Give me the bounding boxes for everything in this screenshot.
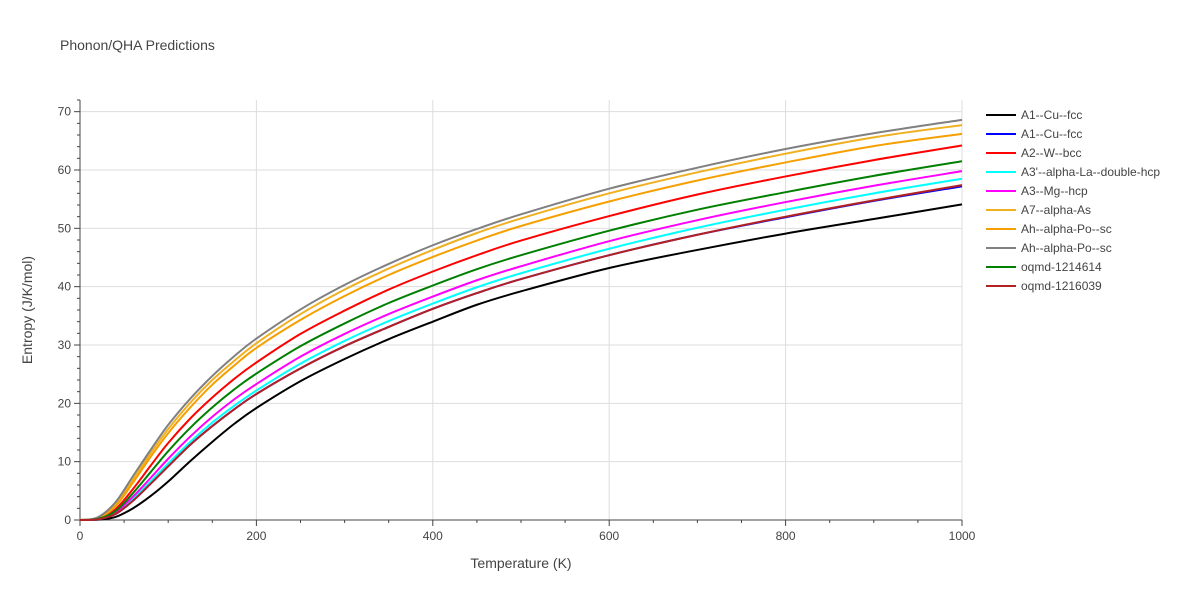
series-line-10: [79, 184, 963, 522]
legend-item[interactable]: A7--alpha-As: [986, 203, 1091, 217]
y-tick-label: 20: [58, 396, 72, 410]
x-axis-label: Temperature (K): [470, 555, 571, 571]
x-tick-label: 800: [776, 529, 796, 543]
legend-label: A1--Cu--fcc: [1021, 108, 1082, 122]
legend-item[interactable]: A3'--alpha-La--double-hcp: [986, 165, 1160, 179]
legend-item[interactable]: A2--W--bcc: [986, 146, 1081, 160]
legend-label: Ah--alpha-Po--sc: [1021, 241, 1112, 255]
y-tick-label: 50: [58, 221, 72, 235]
y-axis-label: Entropy (J/K/mol): [19, 256, 35, 364]
x-tick-label: 400: [423, 529, 443, 543]
legend-label: Ah--alpha-Po--sc: [1021, 222, 1112, 236]
x-tick-label: 200: [246, 529, 266, 543]
legend-item[interactable]: A3--Mg--hcp: [986, 184, 1088, 198]
legend-label: A3--Mg--hcp: [1021, 184, 1088, 198]
legend-label: oqmd-1214614: [1021, 260, 1102, 274]
legend-label: A3'--alpha-La--double-hcp: [1021, 165, 1160, 179]
y-tick-label: 60: [58, 163, 72, 177]
series-line-2: [79, 185, 963, 522]
series-line-3: [79, 144, 963, 522]
legend-label: A1--Cu--fcc: [1021, 127, 1082, 141]
series-line-6: [79, 124, 963, 521]
series-line-5: [79, 170, 963, 521]
legend-label: A7--alpha-As: [1021, 203, 1091, 217]
series-lines: [79, 118, 963, 522]
y-tick-label: 0: [64, 513, 71, 527]
axes: 0 200 400 600 800 1000 0 10 20 30 40 50 60 70: [58, 99, 976, 543]
chart-title: Phonon/QHA Predictions: [60, 37, 215, 53]
legend-item[interactable]: oqmd-1216039: [986, 279, 1102, 293]
series-line-4: [79, 177, 963, 522]
x-tick-label: 1000: [949, 529, 976, 543]
legend-item[interactable]: Ah--alpha-Po--sc: [986, 241, 1112, 255]
series-line-1: [79, 203, 963, 522]
grid: [80, 100, 963, 520]
y-tick-label: 70: [58, 105, 72, 119]
x-tick-label: 0: [77, 529, 84, 543]
legend-item[interactable]: oqmd-1214614: [986, 260, 1102, 274]
legend-item[interactable]: A1--Cu--fcc: [986, 108, 1082, 122]
series-line-7: [79, 132, 963, 521]
legend-label: A2--W--bcc: [1021, 146, 1081, 160]
series-line-9: [79, 160, 963, 521]
series-line-8: [79, 118, 963, 521]
x-tick-label: 600: [599, 529, 619, 543]
y-tick-label: 40: [58, 280, 72, 294]
legend: A1--Cu--fcc A1--Cu--fcc A2--W--bcc A3'--alp…: [986, 108, 1160, 293]
legend-item[interactable]: A1--Cu--fcc: [986, 127, 1082, 141]
y-tick-label: 30: [58, 338, 72, 352]
legend-label: oqmd-1216039: [1021, 279, 1102, 293]
y-tick-label: 10: [58, 455, 72, 469]
legend-item[interactable]: Ah--alpha-Po--sc: [986, 222, 1112, 236]
